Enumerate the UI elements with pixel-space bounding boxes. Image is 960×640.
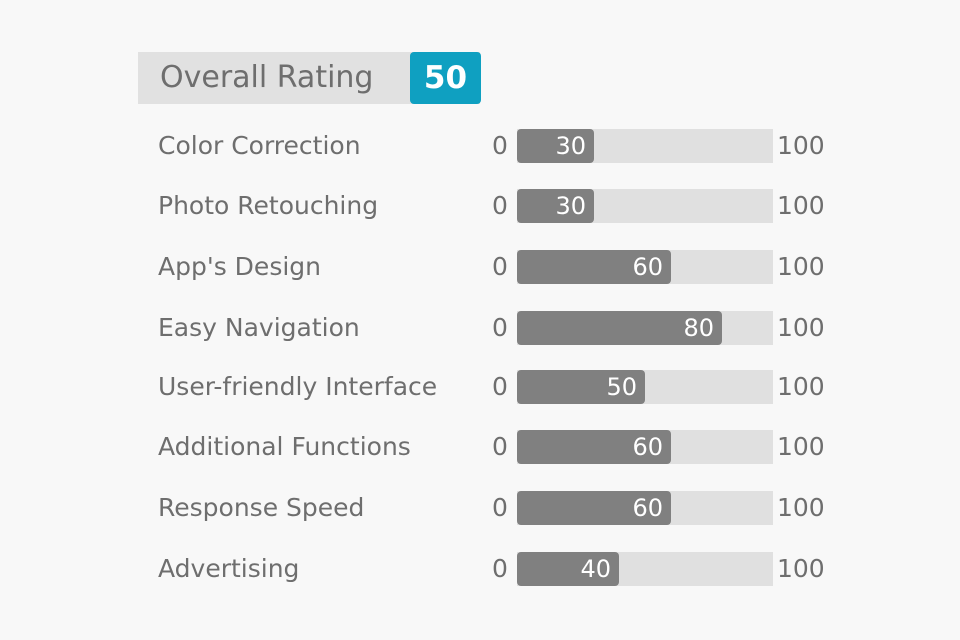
rating-bar-value: 60 bbox=[632, 494, 663, 522]
rating-row: Additional Functions 0 60 100 bbox=[0, 430, 960, 464]
rating-bar-fill: 60 bbox=[517, 491, 671, 525]
rating-row-label: App's Design bbox=[158, 252, 322, 281]
overall-rating-header: Overall Rating 50 bbox=[138, 52, 481, 104]
rating-bar-track: 30 bbox=[517, 189, 773, 223]
scale-min-label: 0 bbox=[492, 313, 508, 342]
rating-row: Photo Retouching 0 30 100 bbox=[0, 189, 960, 223]
scale-min-label: 0 bbox=[492, 432, 508, 461]
rating-bar-value: 40 bbox=[580, 555, 611, 583]
scale-max-label: 100 bbox=[777, 191, 825, 220]
rating-bar-value: 60 bbox=[632, 433, 663, 461]
rating-bar-fill: 40 bbox=[517, 552, 619, 586]
rating-bar-value: 50 bbox=[606, 373, 637, 401]
rating-bar-fill: 80 bbox=[517, 311, 722, 345]
rating-row: Color Correction 0 30 100 bbox=[0, 129, 960, 163]
rating-row-label: Color Correction bbox=[158, 131, 361, 160]
rating-bar-fill: 60 bbox=[517, 430, 671, 464]
rating-bar-value: 60 bbox=[632, 253, 663, 281]
rating-bar-fill: 30 bbox=[517, 189, 594, 223]
rating-row-label: Advertising bbox=[158, 554, 300, 583]
rating-row: Easy Navigation 0 80 100 bbox=[0, 311, 960, 345]
scale-max-label: 100 bbox=[777, 554, 825, 583]
scale-max-label: 100 bbox=[777, 313, 825, 342]
rating-bar-track: 60 bbox=[517, 430, 773, 464]
scale-max-label: 100 bbox=[777, 252, 825, 281]
rating-row-label: Easy Navigation bbox=[158, 313, 360, 342]
rating-row: Advertising 0 40 100 bbox=[0, 552, 960, 586]
rating-row: Response Speed 0 60 100 bbox=[0, 491, 960, 525]
rating-bar-value: 80 bbox=[683, 314, 714, 342]
scale-min-label: 0 bbox=[492, 554, 508, 583]
rating-bar-track: 30 bbox=[517, 129, 773, 163]
scale-min-label: 0 bbox=[492, 372, 508, 401]
rating-bar-value: 30 bbox=[555, 132, 586, 160]
rating-row: App's Design 0 60 100 bbox=[0, 250, 960, 284]
scale-min-label: 0 bbox=[492, 191, 508, 220]
rating-bar-fill: 50 bbox=[517, 370, 645, 404]
rating-bar-value: 30 bbox=[555, 192, 586, 220]
rating-bar-fill: 30 bbox=[517, 129, 594, 163]
rating-bar-track: 40 bbox=[517, 552, 773, 586]
overall-rating-score-badge: 50 bbox=[410, 52, 481, 104]
scale-min-label: 0 bbox=[492, 493, 508, 522]
rating-row-label: Additional Functions bbox=[158, 432, 411, 461]
scale-min-label: 0 bbox=[492, 131, 508, 160]
scale-max-label: 100 bbox=[777, 131, 825, 160]
scale-min-label: 0 bbox=[492, 252, 508, 281]
rating-row: User-friendly Interface 0 50 100 bbox=[0, 370, 960, 404]
rating-bar-track: 80 bbox=[517, 311, 773, 345]
rating-bar-track: 60 bbox=[517, 250, 773, 284]
rating-bar-track: 50 bbox=[517, 370, 773, 404]
rating-bar-fill: 60 bbox=[517, 250, 671, 284]
rating-bar-track: 60 bbox=[517, 491, 773, 525]
rating-row-label: User-friendly Interface bbox=[158, 372, 438, 401]
rating-row-label: Photo Retouching bbox=[158, 191, 379, 220]
scale-max-label: 100 bbox=[777, 372, 825, 401]
rating-row-label: Response Speed bbox=[158, 493, 365, 522]
scale-max-label: 100 bbox=[777, 432, 825, 461]
overall-rating-title: Overall Rating bbox=[160, 60, 374, 95]
scale-max-label: 100 bbox=[777, 493, 825, 522]
